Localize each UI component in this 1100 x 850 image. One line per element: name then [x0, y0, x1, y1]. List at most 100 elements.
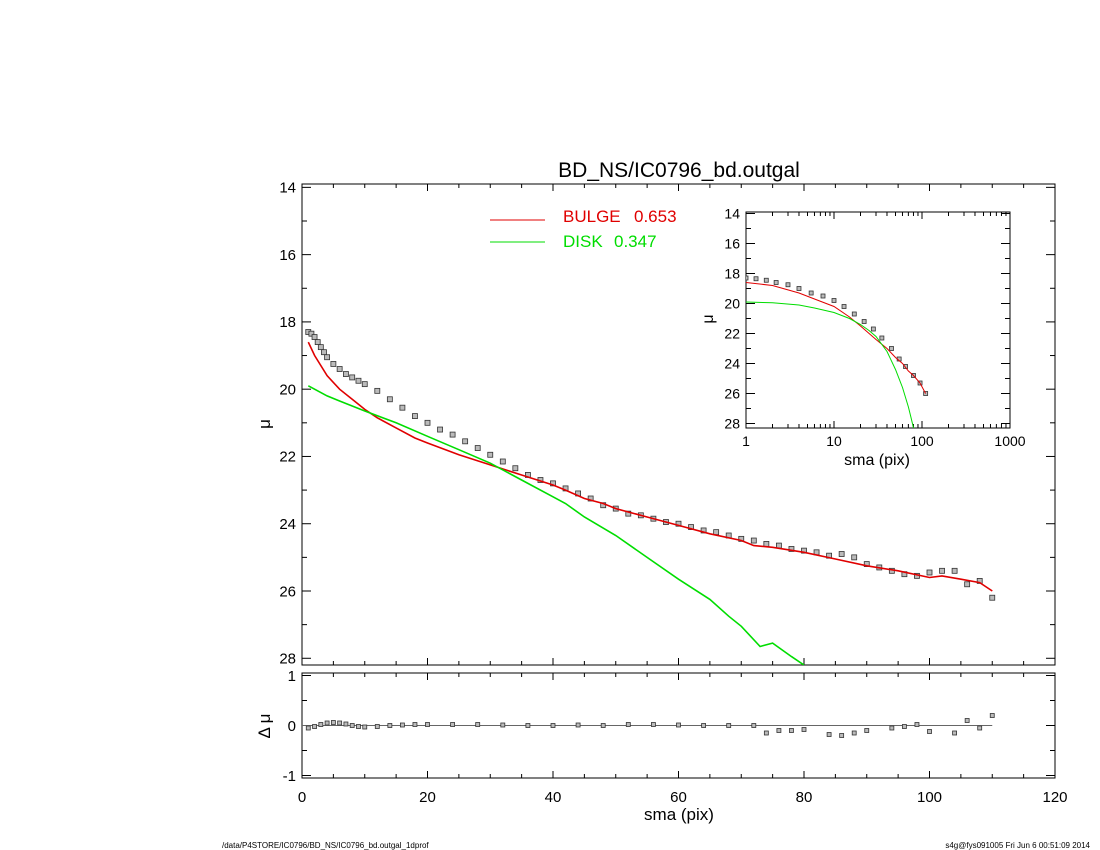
main-disk-line — [307, 385, 805, 665]
inset-data-point — [861, 319, 867, 324]
residual-xtick-label: 120 — [1042, 789, 1067, 806]
residual-data-point — [450, 722, 456, 727]
inset-data-point — [796, 286, 802, 291]
residual-data-point — [475, 722, 481, 727]
main-profile-plot: 14 16 18 20 22 24 26 28 — [279, 180, 1056, 668]
inset-ytick-label: 20 — [724, 295, 740, 311]
inset-frame — [745, 211, 1011, 429]
main-data-point — [688, 524, 694, 530]
main-data-point — [474, 445, 481, 451]
inset-data-point — [870, 326, 876, 332]
inset-data-point — [879, 335, 885, 341]
residual-xtick-label: 20 — [419, 789, 436, 806]
main-ytick-label: 22 — [279, 449, 296, 466]
main-data-point — [311, 334, 318, 340]
main-ytick-label: 26 — [279, 583, 296, 600]
main-data-point — [314, 339, 321, 345]
residual-data-point — [330, 720, 336, 725]
main-data-point — [951, 567, 958, 574]
residual-data-point — [864, 728, 870, 733]
main-data-point — [499, 458, 506, 465]
inset-xtick-label: 1 — [742, 433, 750, 449]
residual-data-point — [952, 730, 957, 736]
residual-data-point — [763, 730, 769, 736]
main-y-axis-label: μ — [255, 419, 274, 429]
main-data-point — [412, 413, 418, 419]
residual-data-point — [801, 727, 807, 732]
residual-data-point — [851, 730, 857, 736]
main-data-point — [374, 387, 381, 394]
residual-data-point — [575, 722, 581, 728]
residual-data-point — [412, 722, 418, 727]
residual-data-point — [337, 720, 343, 726]
residual-data-point — [550, 723, 556, 728]
main-data-point — [788, 546, 795, 552]
residual-xtick-label: 100 — [917, 789, 942, 806]
legend-disk-label: DISK — [563, 232, 603, 251]
inset-ytick-label: 14 — [724, 205, 740, 221]
inset-data-point — [903, 364, 908, 369]
residual-data-point — [989, 713, 995, 718]
main-ytick-label: 18 — [279, 314, 296, 331]
residual-data-point — [305, 725, 311, 731]
main-data-point — [462, 438, 469, 445]
residual-data-point — [701, 723, 706, 728]
main-data-point — [308, 330, 315, 337]
main-ytick-label: 14 — [279, 180, 296, 197]
legend: BULGE 0.653 DISK 0.347 — [490, 207, 677, 251]
residual-data-point — [676, 722, 681, 728]
residual-data-point — [776, 728, 782, 733]
main-data-point — [321, 349, 327, 356]
residual-data-point — [751, 723, 757, 728]
main-data-point — [437, 426, 443, 433]
inset-xtick-label: 100 — [910, 433, 934, 449]
residual-data-point — [525, 723, 531, 728]
main-data-point — [964, 581, 971, 588]
residual-ytick-label: 0 — [288, 718, 296, 735]
residual-data-point — [789, 728, 794, 733]
main-ytick-label: 28 — [279, 651, 296, 668]
main-plot-area — [305, 329, 996, 665]
main-data-point — [399, 404, 406, 411]
residual-x-axis-label: sma (pix) — [644, 805, 714, 824]
main-data-point — [343, 371, 349, 377]
residual-plot-area — [302, 713, 995, 738]
main-data-point — [713, 529, 720, 536]
main-data-point — [324, 354, 331, 361]
inset-data-point — [923, 391, 929, 396]
main-data-point — [512, 465, 519, 472]
inset-bulge-line — [746, 282, 927, 394]
chart-title: BD_NS/IC0796_bd.outgal — [558, 159, 800, 182]
residual-data-point — [927, 729, 932, 734]
main-data-point — [449, 431, 456, 438]
residual-data-point — [600, 723, 606, 728]
residual-data-point — [964, 718, 970, 723]
main-data-point — [424, 419, 431, 426]
main-data-point — [738, 535, 745, 542]
residual-data-point — [362, 724, 368, 730]
inset-data-point — [785, 282, 791, 288]
main-data-point — [838, 551, 845, 557]
main-ytick-label: 24 — [279, 516, 296, 533]
residual-data-point — [914, 722, 920, 727]
inset-ytick-label: 22 — [724, 325, 740, 341]
footer-file-path: /data/P4STORE/IC0796/BD_NS/IC0796_bd.out… — [222, 841, 429, 850]
residual-data-point — [349, 723, 355, 728]
inset-data-point — [763, 277, 769, 283]
residual-data-point — [839, 733, 845, 738]
main-data-point — [355, 377, 362, 384]
inset-xtick-label: 1000 — [994, 433, 1025, 449]
inset-data-point — [808, 290, 814, 296]
footer-timestamp: s4g@fys091005 Fri Jun 6 00:51:09 2014 — [945, 841, 1090, 850]
main-data-point — [361, 381, 368, 388]
inset-ytick-label: 16 — [724, 235, 740, 251]
residual-y-axis-label: Δ μ — [255, 714, 274, 739]
inset-data-point — [889, 346, 894, 351]
residual-xtick-label: 60 — [670, 789, 687, 806]
legend-bulge-value: 0.653 — [634, 207, 677, 226]
inset-x-axis-label: sma (pix) — [844, 452, 910, 469]
residual-data-point — [356, 724, 361, 729]
main-data-point — [851, 554, 858, 561]
main-ytick-label: 20 — [279, 381, 296, 398]
inset-data-point — [753, 276, 759, 282]
